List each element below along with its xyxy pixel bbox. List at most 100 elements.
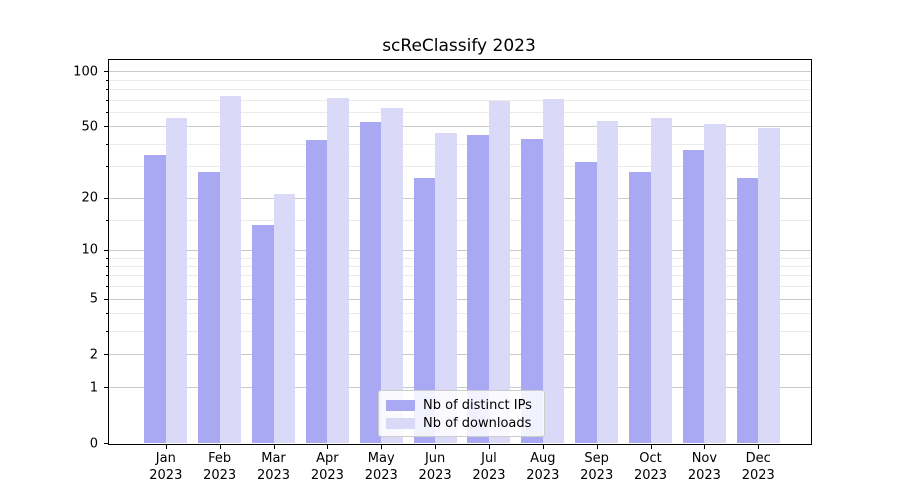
y-axis-minor-tick <box>106 257 109 259</box>
x-axis-tick <box>488 444 490 449</box>
legend-swatch-distinct-ips <box>386 400 415 411</box>
major-gridline <box>109 249 811 251</box>
legend-swatch-downloads <box>386 418 415 429</box>
y-axis-tick <box>104 298 109 300</box>
minor-gridline <box>109 99 811 101</box>
x-axis-tick <box>327 444 329 449</box>
y-axis-tick-label: 5 <box>89 291 98 307</box>
x-axis-tick-label-apr: Apr 2023 <box>310 451 344 483</box>
minor-gridline <box>109 257 811 259</box>
x-axis-tick <box>650 444 652 449</box>
y-axis-minor-tick <box>106 88 109 90</box>
minor-gridline <box>109 166 811 168</box>
legend-label-distinct-ips: Nb of distinct IPs <box>423 398 532 413</box>
bar-downloads-may <box>381 108 403 444</box>
minor-gridline <box>109 275 811 277</box>
y-axis-tick <box>104 126 109 128</box>
bar-downloads-apr <box>327 97 349 444</box>
major-gridline <box>109 197 811 199</box>
bar-downloads-jan <box>165 117 188 444</box>
y-axis-minor-tick <box>106 166 109 168</box>
x-axis-tick-label-mar: Mar 2023 <box>256 451 291 483</box>
x-axis-tick-label-may: May 2023 <box>364 451 398 483</box>
minor-gridline <box>109 79 811 81</box>
y-axis-minor-tick <box>106 265 109 267</box>
y-axis-tick-label: 50 <box>81 119 98 135</box>
bar-distinct-ips-jul <box>467 135 489 444</box>
minor-gridline <box>109 265 811 267</box>
bar-distinct-ips-dec <box>736 177 759 444</box>
bar-downloads-jul <box>488 101 511 444</box>
bar-distinct-ips-aug <box>521 138 543 444</box>
x-axis-tick-label-aug: Aug 2023 <box>526 451 560 483</box>
x-axis-tick-label-jul: Jul 2023 <box>472 451 506 483</box>
chart-title: scReClassify 2023 <box>382 36 536 56</box>
x-axis-tick <box>542 444 544 449</box>
legend-label-downloads: Nb of downloads <box>423 416 532 431</box>
bar-downloads-nov <box>704 123 726 444</box>
y-axis-minor-tick <box>106 99 109 101</box>
bar-distinct-ips-jan <box>144 154 166 444</box>
minor-gridline <box>109 219 811 221</box>
major-gridline <box>109 71 811 73</box>
x-axis-tick-label-dec: Dec 2023 <box>741 451 775 483</box>
bar-downloads-dec <box>758 128 780 444</box>
minor-gridline <box>109 286 811 288</box>
x-axis-tick <box>435 444 437 449</box>
x-axis-tick <box>381 444 383 449</box>
legend-item-distinct-ips: Nb of distinct IPs <box>386 397 544 414</box>
bar-downloads-feb <box>219 95 242 444</box>
y-axis-tick-label: 100 <box>73 64 98 80</box>
x-axis-tick <box>704 444 706 449</box>
bar-downloads-aug <box>542 98 565 444</box>
x-axis-tick <box>596 444 598 449</box>
y-axis-minor-tick <box>106 275 109 277</box>
y-axis-tick <box>104 443 109 444</box>
legend: Nb of distinct IPs Nb of downloads <box>378 390 545 437</box>
bar-downloads-oct <box>650 117 673 444</box>
x-axis-tick <box>273 444 275 449</box>
y-axis-tick-label: 0 <box>89 436 98 451</box>
bar-distinct-ips-mar <box>252 225 274 444</box>
bar-downloads-sep <box>596 120 619 444</box>
y-axis-minor-tick <box>106 313 109 315</box>
minor-gridline <box>109 111 811 113</box>
y-axis-minor-tick <box>106 286 109 288</box>
y-axis-tick-label: 2 <box>89 347 98 363</box>
x-axis-tick-label-jun: Jun 2023 <box>418 451 452 483</box>
y-axis-tick-label: 10 <box>81 242 98 258</box>
bar-distinct-ips-jun <box>413 177 436 444</box>
y-axis-tick <box>104 354 109 356</box>
legend-item-downloads: Nb of downloads <box>386 415 544 432</box>
x-axis-tick <box>219 444 221 449</box>
y-axis-tick <box>104 71 109 73</box>
y-axis-tick-label: 1 <box>89 380 98 396</box>
x-axis-tick <box>758 444 760 449</box>
bar-distinct-ips-may <box>359 122 382 444</box>
y-axis-minor-tick <box>106 79 109 81</box>
major-gridline <box>109 387 811 389</box>
major-gridline <box>109 298 811 300</box>
y-axis-tick <box>104 249 109 251</box>
bar-distinct-ips-oct <box>629 172 651 444</box>
x-axis-tick-label-jan: Jan 2023 <box>149 451 183 483</box>
x-axis-tick-label-feb: Feb 2023 <box>203 451 237 483</box>
y-axis-tick-label: 20 <box>81 190 98 206</box>
minor-gridline <box>109 313 811 315</box>
x-axis-tick-label-sep: Sep 2023 <box>580 451 614 483</box>
y-axis-tick <box>104 197 109 199</box>
y-axis-minor-tick <box>106 143 109 145</box>
x-axis-tick-label-oct: Oct 2023 <box>633 451 668 483</box>
y-axis-minor-tick <box>106 219 109 221</box>
bar-downloads-jun <box>435 133 457 444</box>
bar-distinct-ips-feb <box>198 172 220 444</box>
bar-downloads-mar <box>273 194 296 444</box>
minor-gridline <box>109 331 811 333</box>
bar-distinct-ips-apr <box>305 140 328 444</box>
x-axis-tick <box>165 444 167 449</box>
minor-gridline <box>109 143 811 145</box>
x-axis-tick-label-nov: Nov 2023 <box>687 451 721 483</box>
bar-distinct-ips-sep <box>575 161 597 444</box>
bar-distinct-ips-nov <box>682 150 705 444</box>
